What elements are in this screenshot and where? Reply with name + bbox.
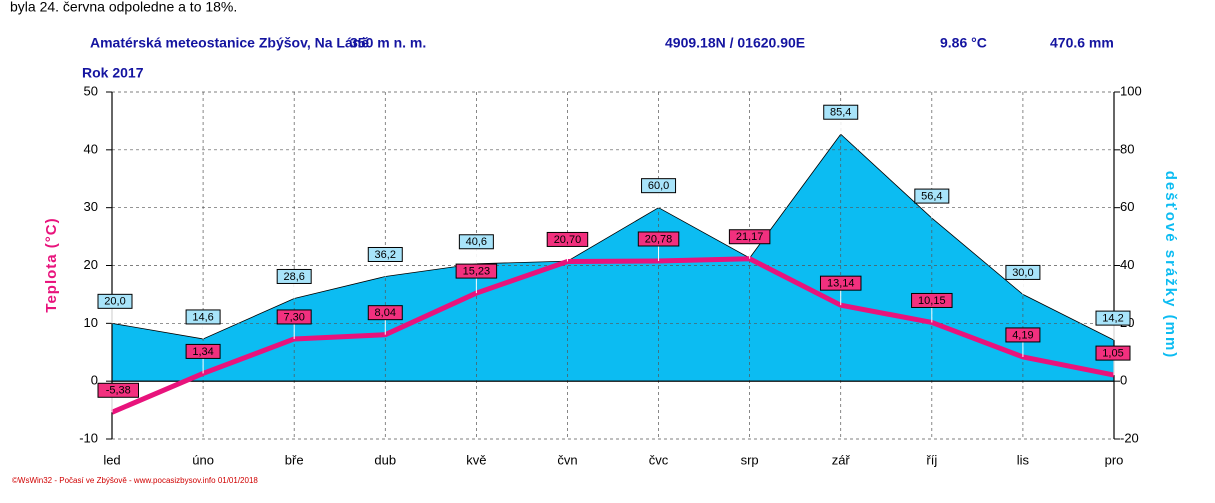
caption: byla 24. června odpoledne a to 18%. bbox=[10, 0, 237, 15]
value-label: 13,14 bbox=[827, 278, 855, 290]
value-label: -5,38 bbox=[106, 385, 131, 397]
value-label: 1,34 bbox=[192, 346, 213, 358]
y2-tick-label: 80 bbox=[1120, 141, 1134, 156]
y2-tick-label: 60 bbox=[1120, 199, 1134, 214]
x-tick-label: srp bbox=[741, 452, 759, 467]
value-label: 20,70 bbox=[554, 234, 582, 246]
value-label: 85,4 bbox=[830, 107, 851, 119]
x-tick-label: pro bbox=[1105, 452, 1124, 467]
value-label: 4,19 bbox=[1012, 329, 1033, 341]
header-text: 470.6 mm bbox=[1050, 35, 1114, 51]
x-tick-label: zář bbox=[832, 452, 851, 467]
value-label: 10,15 bbox=[918, 295, 946, 307]
value-label: 28,6 bbox=[283, 271, 304, 283]
x-tick-label: kvě bbox=[466, 452, 486, 467]
value-label-box bbox=[914, 188, 950, 204]
value-label: 20,0 bbox=[104, 296, 125, 308]
value-label-box bbox=[367, 305, 403, 321]
x-tick-label: čvn bbox=[557, 452, 577, 467]
header-text: Amatérská meteostanice Zbýšov, Na Láně bbox=[90, 35, 369, 51]
value-label-box bbox=[819, 275, 862, 291]
x-tick-label: dub bbox=[374, 452, 396, 467]
value-label-box bbox=[641, 178, 677, 194]
value-label-box bbox=[276, 309, 312, 325]
y-tick-label: 0 bbox=[91, 373, 98, 388]
y-axis-label: Teplota (°C) bbox=[43, 217, 60, 312]
value-label-box bbox=[728, 229, 771, 245]
value-label-box bbox=[823, 104, 859, 120]
y-tick-label: 10 bbox=[84, 315, 98, 330]
y-tick-label: -10 bbox=[79, 430, 98, 445]
subtitle: Rok 2017 bbox=[82, 65, 144, 81]
x-tick-label: úno bbox=[192, 452, 214, 467]
header-text: 9.86 °C bbox=[940, 35, 987, 51]
value-label-box bbox=[97, 293, 133, 309]
y2-tick-label: 0 bbox=[1120, 373, 1127, 388]
value-label: 20,78 bbox=[645, 233, 673, 245]
value-label-box bbox=[637, 231, 680, 247]
value-label-box bbox=[185, 309, 221, 325]
y-tick-label: 50 bbox=[84, 83, 98, 98]
x-tick-label: čvc bbox=[649, 452, 669, 467]
value-label: 60,0 bbox=[648, 180, 669, 192]
value-label: 1,05 bbox=[1102, 348, 1123, 360]
value-label-box bbox=[546, 231, 589, 247]
value-label: 30,0 bbox=[1012, 267, 1033, 279]
value-label: 8,04 bbox=[375, 307, 396, 319]
value-label-box bbox=[185, 343, 221, 359]
value-label: 56,4 bbox=[921, 190, 942, 202]
x-tick-label: bře bbox=[285, 452, 304, 467]
value-label-box bbox=[1005, 327, 1041, 343]
y-tick-label: 30 bbox=[84, 199, 98, 214]
value-label-box bbox=[911, 292, 953, 308]
value-label-box bbox=[458, 234, 494, 250]
precipitation-area bbox=[111, 133, 1115, 382]
value-label-box bbox=[1095, 345, 1131, 361]
value-label-box bbox=[1095, 310, 1131, 326]
value-label: 15,23 bbox=[463, 265, 491, 277]
y2-axis-label: dešťové srážky (mm) bbox=[1162, 171, 1179, 360]
value-label: 36,2 bbox=[375, 249, 396, 261]
value-label: 7,30 bbox=[283, 311, 304, 323]
value-label: 14,2 bbox=[1102, 313, 1123, 325]
temperature-line bbox=[111, 256, 1115, 415]
value-label: 21,17 bbox=[736, 231, 764, 243]
value-label-box bbox=[367, 246, 403, 262]
y2-tick-label: -20 bbox=[1120, 430, 1139, 445]
value-label: 40,6 bbox=[466, 236, 487, 248]
y-tick-label: 20 bbox=[84, 257, 98, 272]
y-tick-label: 40 bbox=[84, 141, 98, 156]
x-tick-label: led bbox=[103, 452, 120, 467]
footer: ©WsWin32 - Počasí ve Zbýšově - www.pocas… bbox=[12, 476, 258, 485]
y2-tick-label: 100 bbox=[1120, 83, 1142, 98]
value-label-box bbox=[1005, 264, 1041, 280]
value-label-box bbox=[276, 268, 312, 284]
value-label-box bbox=[455, 263, 498, 279]
header-text: 4909.18N / 01620.90E bbox=[665, 35, 805, 51]
x-tick-label: lis bbox=[1017, 452, 1030, 467]
value-label: 14,6 bbox=[192, 311, 213, 323]
x-tick-label: říj bbox=[926, 452, 937, 467]
value-label-box bbox=[97, 382, 139, 398]
header-text: 350 m n. m. bbox=[350, 35, 426, 51]
y2-tick-label: 40 bbox=[1120, 257, 1134, 272]
